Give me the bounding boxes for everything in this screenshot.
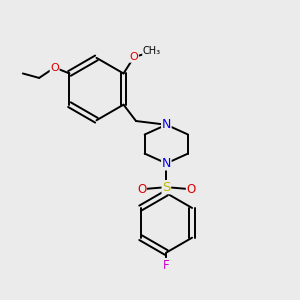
Text: N: N: [162, 118, 171, 131]
Text: O: O: [186, 183, 196, 196]
Text: O: O: [137, 183, 146, 196]
Text: N: N: [162, 157, 171, 170]
Text: CH₃: CH₃: [143, 46, 161, 56]
Text: S: S: [162, 181, 170, 194]
Text: F: F: [163, 259, 170, 272]
Text: O: O: [130, 52, 138, 62]
Text: O: O: [50, 62, 59, 73]
